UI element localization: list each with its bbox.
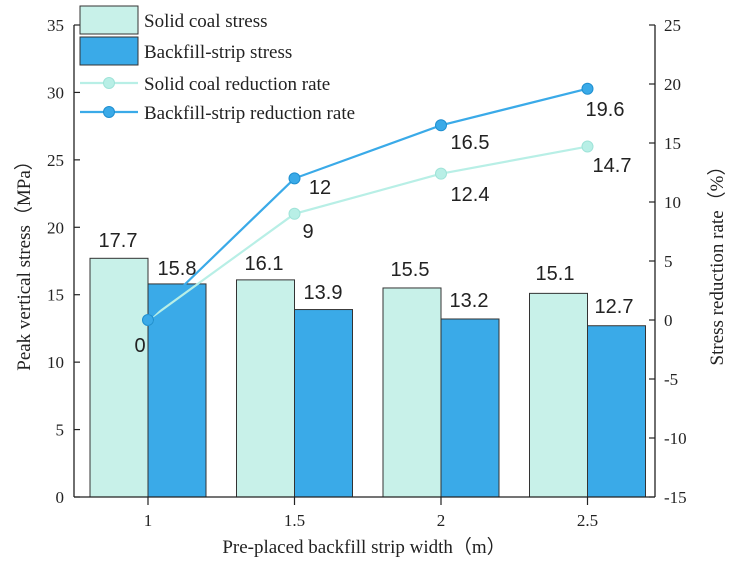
line-label-solid-coal-reduction-0: 0 (134, 335, 145, 357)
point-backfill-strip-reduction-2 (435, 119, 447, 132)
lines-layer (142, 82, 594, 326)
bar-solid-coal-2 (382, 287, 442, 498)
y2-tick-label-6: 15 (664, 134, 681, 153)
line-backfill-strip-reduction (147, 87, 588, 321)
y-tick-label-6: 30 (47, 83, 64, 102)
y-tick-label-1: 5 (56, 421, 65, 440)
legend-label-2: Solid coal reduction rate (144, 74, 330, 95)
y2-tick-label-3: 0 (664, 311, 673, 330)
x-tick-label-2: 2 (437, 511, 446, 530)
bar-label-solid-coal-1: 16.1 (245, 253, 284, 275)
point-backfill-strip-reduction-3 (581, 82, 594, 95)
legend-swatch-marker-2 (103, 77, 115, 89)
legend-swatch-1 (79, 36, 139, 66)
point-solid-coal-reduction-3 (581, 140, 594, 153)
line-label-solid-coal-reduction-3: 14.7 (593, 155, 632, 177)
legend: Solid coal stress Backfill-strip stress So… (79, 5, 355, 124)
bar-solid-coal-0 (89, 257, 149, 498)
y2-tick-label-2: -5 (664, 370, 678, 389)
y-tick-label-7: 35 (47, 16, 64, 35)
y2-tick-label-1: -10 (664, 429, 687, 448)
bar-solid-coal-1 (236, 279, 295, 498)
bar-label-backfill-strip-0: 15.8 (158, 258, 197, 280)
y2-axis-title: Stress reduction rate（%） (706, 157, 728, 366)
y-axis-title: Peak vertical stress（MPa） (13, 151, 35, 371)
y2-tick-label-7: 20 (664, 75, 681, 94)
y2-tick-label-5: 10 (664, 193, 681, 212)
bar-label-backfill-strip-2: 13.2 (450, 290, 489, 312)
line-label-solid-coal-reduction-2: 12.4 (451, 184, 490, 206)
line-label-backfill-strip-reduction-1: 12 (309, 177, 331, 199)
line-label-solid-coal-reduction-1: 9 (302, 221, 313, 243)
point-backfill-strip-reduction-1 (288, 172, 301, 185)
bar-label-solid-coal-2: 15.5 (391, 259, 430, 281)
x-axis-title: Pre-placed backfill strip width（m） (222, 536, 505, 558)
bar-backfill-strip-3 (587, 325, 646, 498)
ticks-layer: 0 5 10 15 20 25 30 35 -15 -10 -5 0 5 10 15 20 25 1 1.5 2 2.5 (47, 16, 687, 530)
y2-tick-label-8: 25 (664, 16, 681, 35)
bar-backfill-strip-2 (440, 318, 500, 498)
point-solid-coal-reduction-1 (288, 207, 301, 220)
legend-label-1: Backfill-strip stress (144, 42, 292, 63)
y2-tick-label-4: 5 (664, 252, 673, 271)
y2-tick-label-0: -15 (664, 488, 687, 507)
legend-label-0: Solid coal stress (144, 11, 268, 32)
bar-label-backfill-strip-1: 13.9 (304, 282, 343, 304)
legend-swatch-0 (79, 5, 139, 35)
y-tick-label-4: 20 (47, 218, 64, 237)
x-tick-label-0: 1 (144, 511, 153, 530)
x-tick-label-3: 2.5 (577, 511, 598, 530)
line-label-backfill-strip-reduction-2: 16.5 (451, 132, 490, 154)
point-solid-coal-reduction-2 (435, 167, 447, 180)
y-tick-label-3: 15 (47, 286, 64, 305)
legend-swatch-marker-3 (103, 106, 115, 118)
y-tick-label-0: 0 (56, 488, 65, 507)
bar-backfill-strip-0 (147, 283, 207, 498)
point-backfill-strip-reduction-0 (142, 314, 154, 326)
line-label-backfill-strip-reduction-3: 19.6 (586, 99, 625, 121)
y-tick-label-2: 10 (47, 353, 64, 372)
bar-label-backfill-strip-3: 12.7 (595, 296, 634, 318)
bar-solid-coal-3 (529, 292, 588, 498)
bar-backfill-strip-1 (294, 309, 353, 498)
bars-layer (89, 257, 646, 498)
bar-label-solid-coal-3: 15.1 (536, 263, 575, 285)
bar-label-solid-coal-0: 17.7 (99, 230, 138, 252)
line-solid-coal-reduction (147, 145, 588, 321)
data-labels-layer: 17.7 16.1 15.5 15.1 15.8 13.9 13.2 12.7 0 9 12.4 14… (99, 99, 634, 357)
x-tick-label-1: 1.5 (284, 511, 305, 530)
legend-label-3: Backfill-strip reduction rate (144, 103, 355, 124)
y-tick-label-5: 25 (47, 151, 64, 170)
